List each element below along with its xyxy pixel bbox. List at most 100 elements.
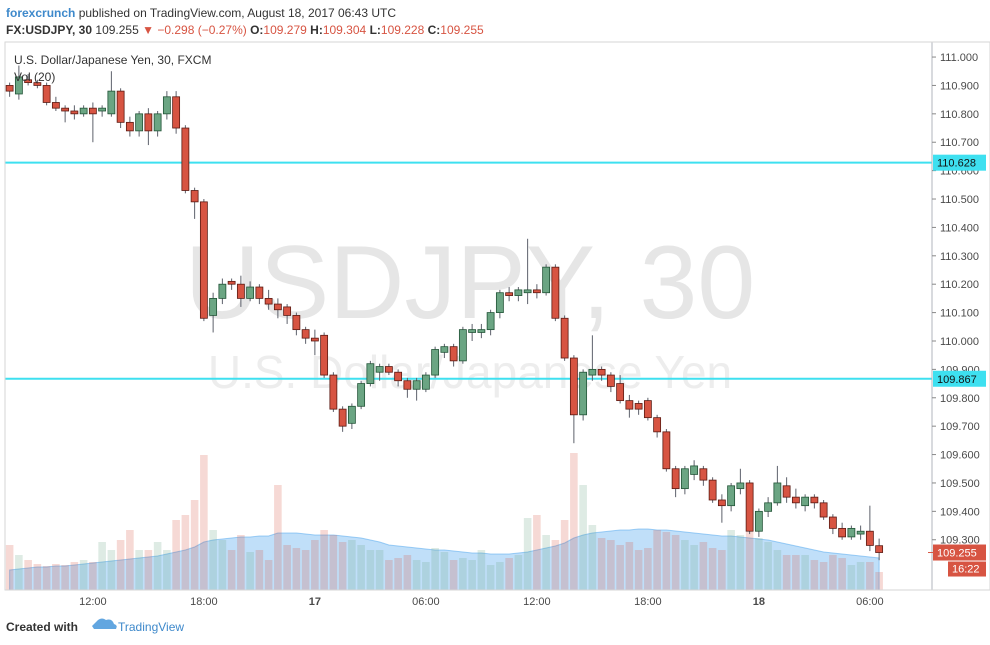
volume-bar [745, 532, 754, 590]
volume-bar [875, 572, 883, 590]
volume-bar [79, 560, 88, 590]
volume-bar [690, 545, 698, 590]
published: published on TradingView.com, August 18,… [79, 6, 397, 20]
x-tick-label: 06:00 [412, 596, 440, 608]
candle-body [125, 121, 134, 132]
countdown-label: 16:22 [952, 564, 980, 576]
volume-bar [163, 550, 171, 590]
candle-body [347, 405, 356, 424]
candle-body [458, 329, 467, 362]
volume-bar [764, 542, 772, 590]
price-label-bg [933, 154, 986, 171]
volume-bar [856, 562, 865, 590]
y-tick-label: 110.700 [940, 137, 979, 149]
candle-body [773, 482, 782, 504]
candle-body [51, 102, 60, 109]
candle-body [292, 315, 301, 331]
plot [5, 65, 932, 591]
volume-bar [440, 552, 449, 590]
volume-bar [542, 535, 550, 590]
candle-body [301, 329, 310, 339]
volume-bar [810, 560, 819, 590]
candle-body [33, 82, 42, 86]
price-label-bg [933, 370, 986, 387]
x-tick-label: 12:00 [79, 596, 107, 608]
volume-bar [588, 525, 597, 590]
y-tick-label: 110.800 [940, 109, 979, 121]
volume-bar [24, 560, 32, 590]
volume-bar [838, 558, 846, 590]
ohlc-value: 109.228 [381, 23, 425, 37]
y-tick-label: 110.300 [940, 251, 979, 263]
volume-bar [366, 550, 375, 590]
volume-bar [616, 545, 624, 590]
candle-body [616, 383, 625, 402]
volume-bar [551, 540, 560, 590]
axes: 109.300 109.400 109.500 109.600 109.700 109.8… [79, 52, 986, 608]
volume-bar [320, 530, 328, 590]
author[interactable]: forexcrunch [6, 6, 75, 20]
ohlc-value: 109.279 [263, 23, 307, 37]
candle-body [144, 113, 153, 132]
tradingview-logo [92, 618, 117, 629]
countdown-bg [948, 561, 986, 577]
candle-body [754, 510, 763, 532]
volume-bar [866, 562, 874, 590]
candle-body [838, 527, 847, 538]
volume-bar [89, 562, 97, 590]
candle-body [79, 107, 88, 115]
volume-bar [431, 548, 439, 590]
candle-body [717, 499, 726, 507]
volume-bar [135, 550, 143, 590]
brand[interactable]: TradingView [118, 620, 184, 634]
volume-bar [190, 500, 199, 590]
candle-body [412, 380, 421, 390]
candle-body [542, 266, 551, 294]
candle-body [181, 127, 190, 191]
volume-bar [625, 542, 634, 590]
candle-body [560, 317, 569, 359]
candle-body [375, 366, 384, 373]
candle-body [320, 334, 329, 376]
candle-body [791, 496, 800, 504]
candle-body [218, 283, 227, 299]
y-tick-label: 110.400 [940, 222, 979, 234]
volume-bar [237, 535, 245, 590]
candle-body [597, 368, 606, 376]
change: ▼ −0.298 (−0.27%) [142, 23, 247, 37]
volume-bar [644, 548, 652, 590]
y-tick-label: 109.500 [940, 478, 980, 490]
candle-body [357, 383, 366, 407]
volume-bar [597, 538, 606, 590]
volume-bar [172, 520, 180, 590]
x-tick-label: 12:00 [523, 596, 551, 608]
candle-body [523, 289, 532, 294]
last-price-label: 109.255 [937, 548, 977, 560]
candle-body [135, 113, 144, 132]
volume-bar [357, 545, 365, 590]
volume-bar [200, 455, 208, 590]
volume-bar [477, 550, 486, 590]
candle-body [394, 371, 403, 382]
candle-body [366, 363, 375, 384]
candle-body [70, 110, 79, 115]
candle-body [421, 374, 430, 390]
candle-body [625, 400, 634, 410]
candle-body [828, 516, 837, 529]
volume-bar [708, 548, 717, 590]
watermark-symbol: USDJPY, 30 [185, 225, 755, 341]
volume-bar [570, 453, 578, 590]
ohlc-key: O: [250, 23, 263, 37]
volume-bar [153, 542, 162, 590]
volume-bar [5, 545, 14, 590]
candle-body [14, 76, 23, 95]
candle-body [107, 90, 116, 115]
candle-body [699, 468, 708, 481]
candle-body [847, 527, 856, 538]
y-tick-label: 110.200 [940, 279, 979, 291]
volume-bar [773, 550, 782, 590]
ohlc-value: 109.255 [440, 23, 484, 37]
candle-body [403, 380, 412, 390]
candle-body [505, 292, 514, 296]
candle-body [875, 545, 884, 553]
